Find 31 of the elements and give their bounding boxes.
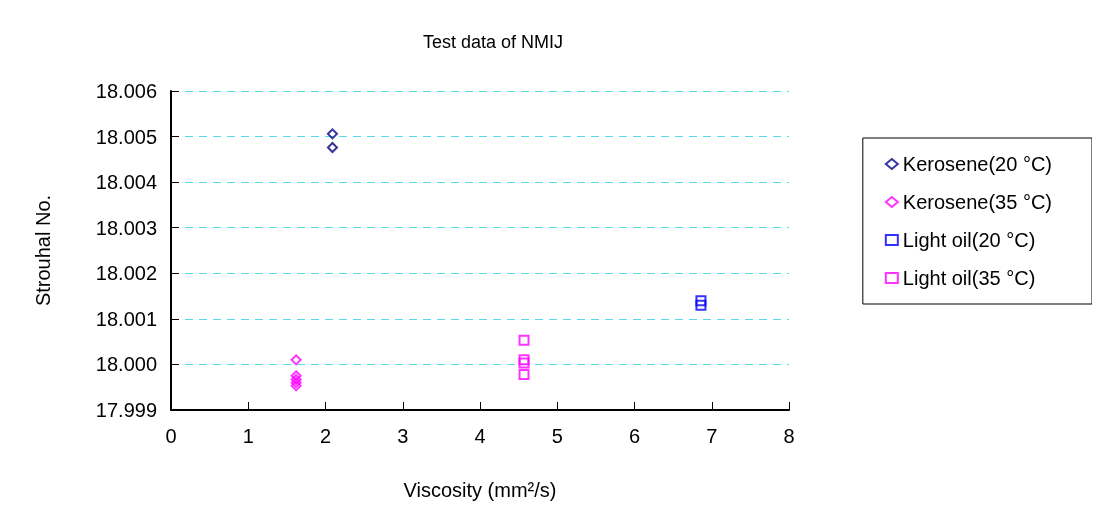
x-axis-title: Viscosity (mm²/s) (403, 479, 557, 501)
x-tick-label: 1 (242, 425, 254, 447)
x-tick-label: 8 (783, 425, 795, 447)
y-tick-label: 17.999 (95, 399, 157, 421)
x-tick-label: 7 (706, 425, 718, 447)
legend-label: Kerosene(20 °C) (902, 153, 1053, 175)
point (290, 354, 302, 366)
y-tick-label: 18.003 (95, 216, 157, 239)
point (518, 368, 530, 380)
x-tick-label: 5 (551, 425, 563, 447)
y-tick-label: 18.001 (95, 307, 157, 330)
legend-label: Kerosene(35 °C) (902, 191, 1053, 213)
x-tick-label: 2 (319, 425, 332, 447)
y-tick-label: 18.000 (95, 353, 157, 376)
chart-title: Test data of NMIJ (422, 32, 564, 52)
x-tick-label: 0 (165, 425, 177, 447)
x-tick-label: 6 (628, 425, 641, 447)
point (326, 142, 338, 154)
point (326, 128, 338, 140)
y-tick-label: 18.006 (95, 80, 157, 102)
point (695, 295, 707, 307)
x-tick-label: 4 (474, 425, 486, 447)
legend-label: Light oil(20 °C) (902, 229, 1036, 251)
y-axis-title: Strouhal No. (32, 194, 54, 307)
point (695, 299, 707, 311)
legend-label: Light oil(35 °C) (902, 267, 1036, 289)
y-tick-label: 18.005 (95, 125, 157, 148)
x-tick-label: 3 (397, 425, 409, 447)
y-tick-label: 18.002 (95, 262, 157, 285)
point (518, 334, 530, 346)
y-tick-label: 18.004 (95, 171, 157, 194)
